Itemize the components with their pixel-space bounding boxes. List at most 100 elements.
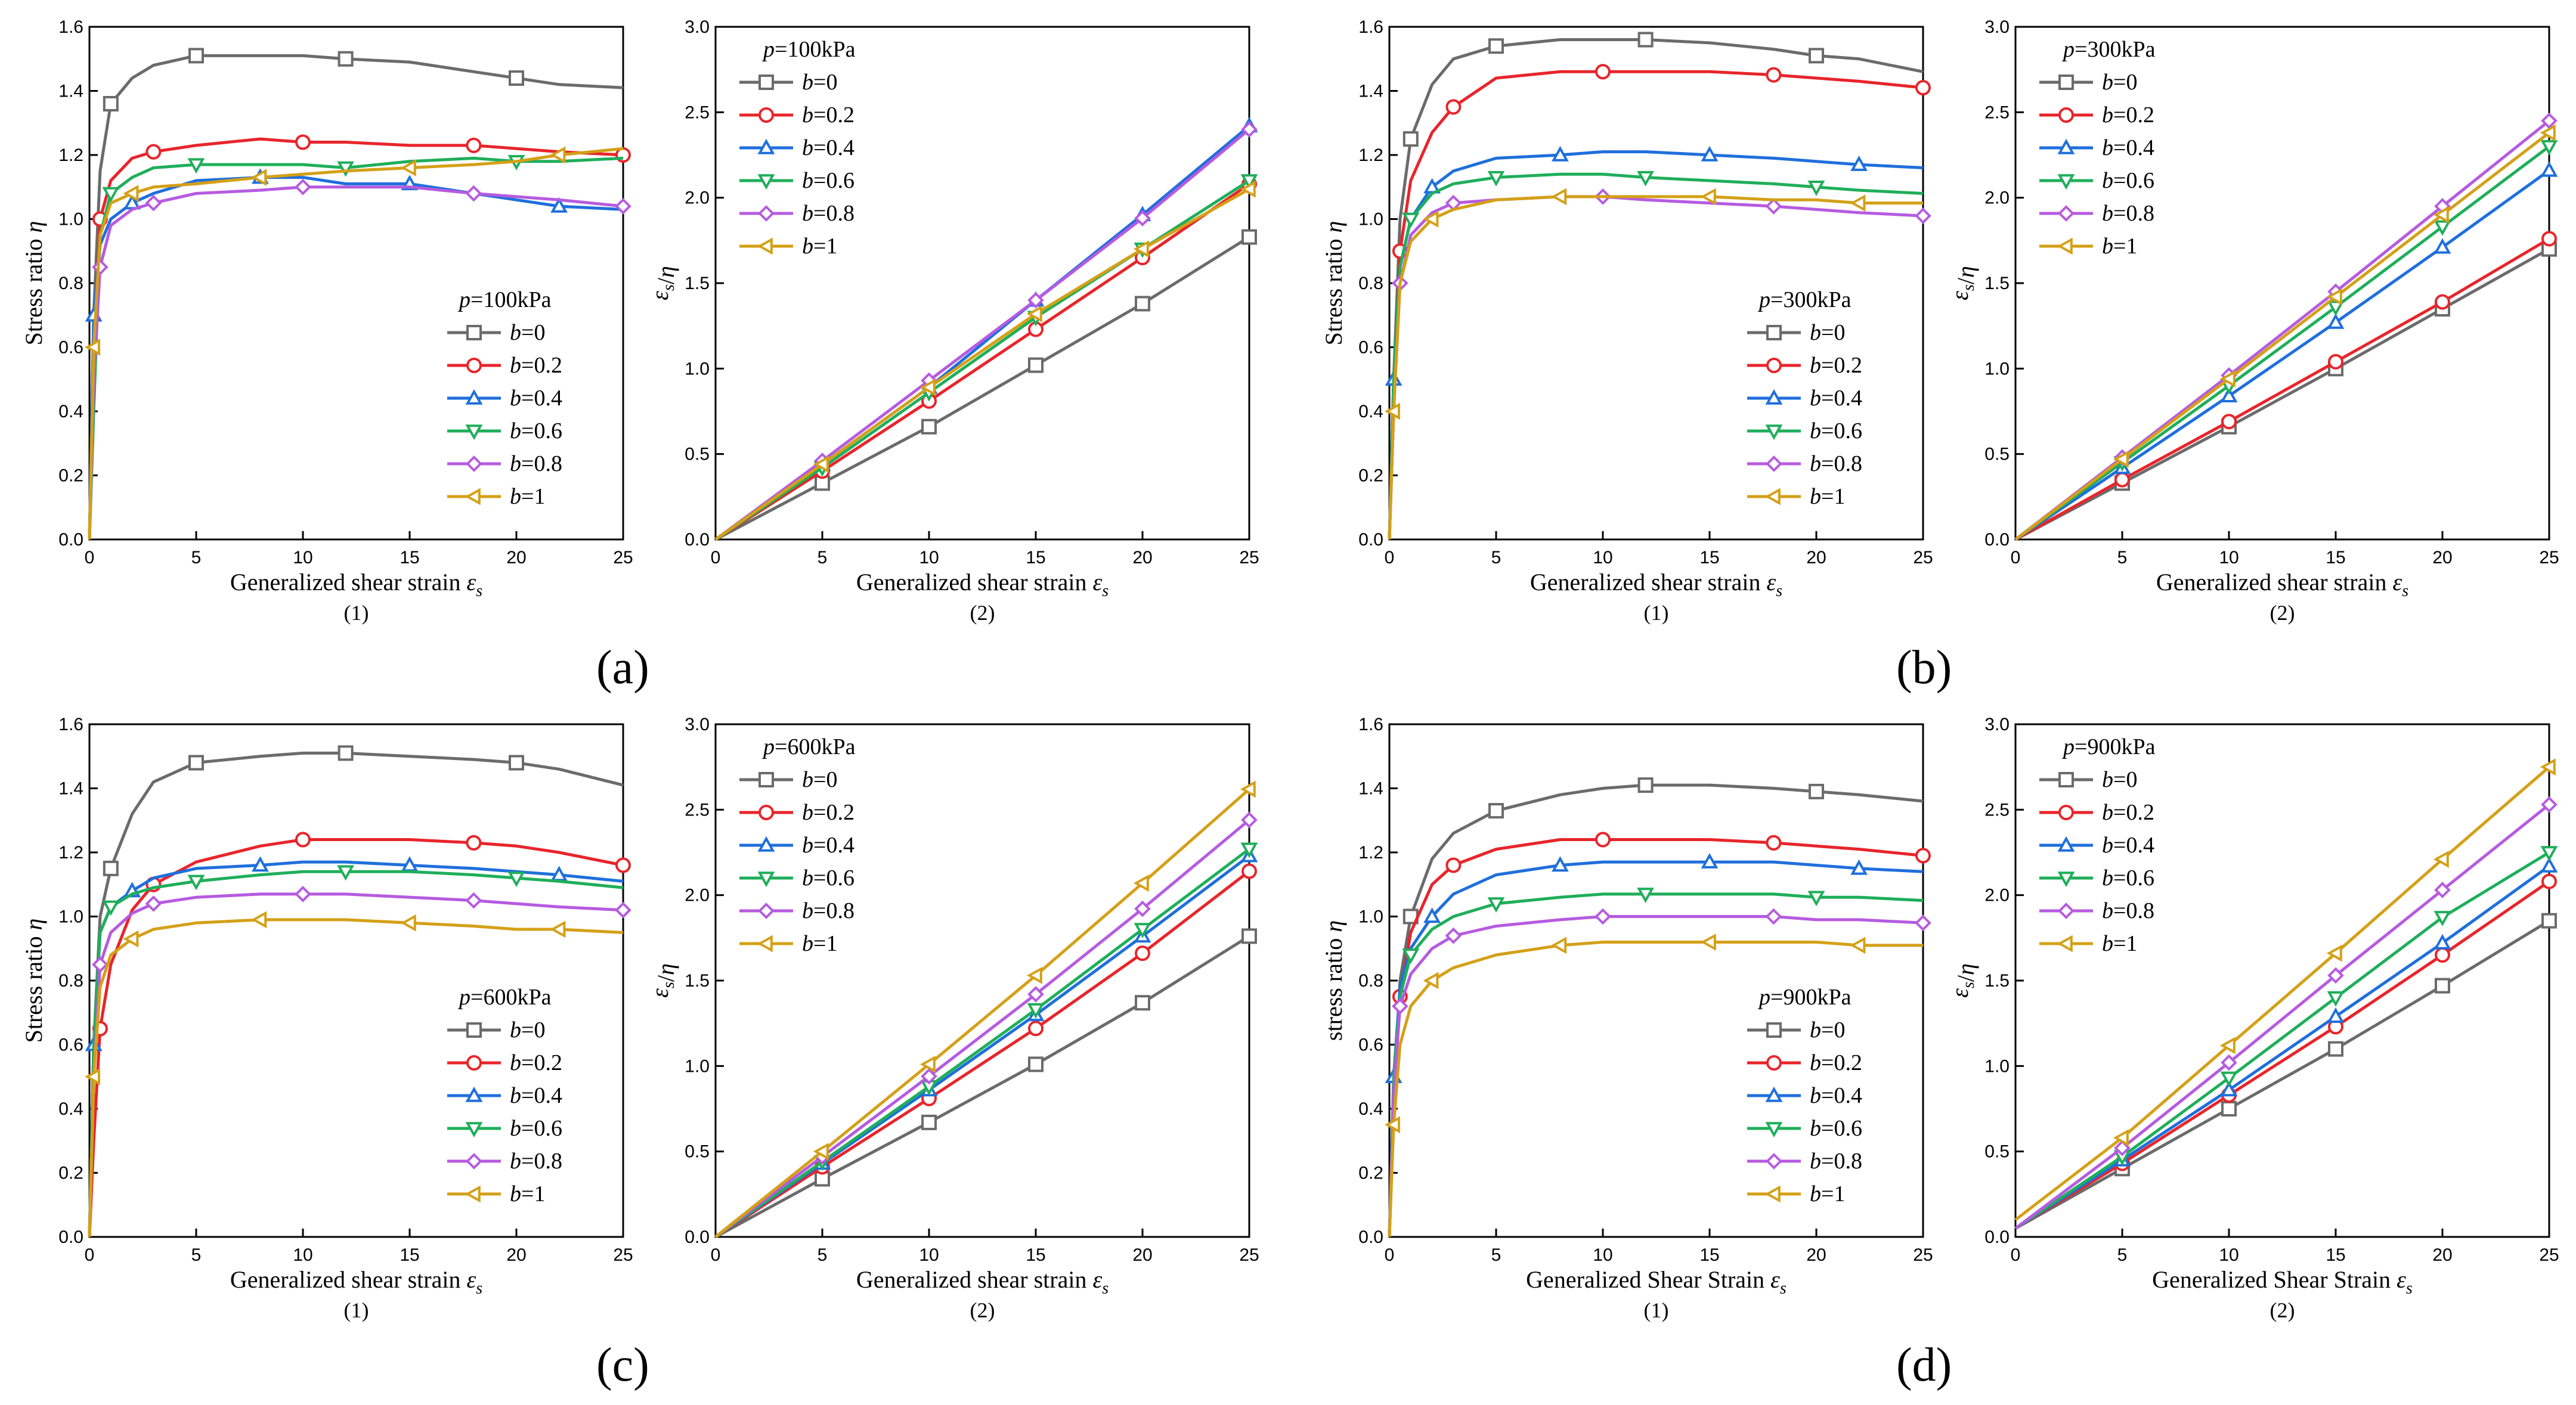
y-axis-label: εs/η (1946, 963, 1979, 998)
y-tick-label: 2.0 (1984, 188, 2010, 208)
y-axis-label: Stress ratio η (20, 919, 47, 1043)
data-point-b=0.8 (2327, 967, 2344, 984)
data-point-b=0.6 (2540, 139, 2558, 156)
x-axis-label: Generalized shear strain εs (2156, 569, 2408, 600)
series-line-b=0 (714, 235, 1250, 541)
data-point-b=0.2 (2221, 414, 2237, 430)
data-point-b=0.4 (1701, 145, 1719, 162)
subplot-label: (1) (344, 601, 369, 625)
y-axis-label: stress ratio η (1320, 920, 1347, 1041)
y-tick-label: 1.0 (685, 359, 710, 379)
y-tick-label: 1.6 (1358, 17, 1383, 37)
x-axis-label: Generalized shear strain εs (230, 569, 482, 600)
data-point-b=1 (400, 914, 416, 932)
panel-letter-c: (c) (596, 1339, 649, 1391)
subplot-label: (1) (344, 1298, 369, 1322)
data-point-b=1 (919, 379, 936, 396)
x-tick-label: 10 (919, 1245, 939, 1265)
series-line-b=1 (714, 788, 1250, 1238)
data-point-b=0 (1241, 928, 1257, 944)
subplot-label: (2) (970, 1298, 995, 1322)
data-point-b=0.2 (1241, 863, 1257, 879)
data-point-b=0.8 (1594, 908, 1611, 925)
data-point-b=1 (1133, 240, 1149, 258)
data-point-b=1 (1423, 972, 1439, 990)
y-axis-label: εs/η (646, 266, 679, 300)
series-line-b=0.2 (2014, 880, 2550, 1230)
legend-title: p=600kPa (457, 985, 552, 1010)
legend-marker (1766, 358, 1782, 373)
data-point-b=0.2 (1915, 80, 1931, 96)
data-point-b=0.4 (2540, 161, 2558, 177)
x-tick-label: 0 (711, 548, 721, 567)
legend-marker (2057, 935, 2073, 953)
legend-marker (2058, 902, 2075, 919)
y-tick-label: 0.2 (1358, 466, 1383, 486)
data-point-b=0.6 (2220, 1071, 2238, 1087)
legend-entry-b=0.8: b=0.8 (510, 451, 562, 476)
legend-marker (1765, 1122, 1783, 1138)
data-point-b=0.2 (2435, 294, 2450, 310)
legend-entry-b=0.2: b=0.2 (510, 353, 562, 378)
data-point-b=0.8 (1765, 908, 1782, 925)
data-point-b=1 (1700, 188, 1716, 206)
series-line-b=0 (714, 935, 1250, 1239)
data-point-b=0.6 (102, 187, 120, 203)
data-point-b=0 (1241, 229, 1257, 245)
y-tick-label: 0.0 (1984, 1227, 2010, 1247)
x-tick-label: 15 (400, 1245, 419, 1265)
data-point-b=0.8 (1445, 927, 1462, 944)
y-tick-label: 1.5 (1984, 971, 2010, 991)
data-point-b=0.6 (1134, 923, 1151, 939)
legend-marker (757, 138, 775, 154)
data-point-b=0 (1135, 296, 1150, 312)
x-tick-label: 0 (1385, 1245, 1395, 1265)
data-point-b=0.4 (1423, 907, 1441, 923)
x-tick-label: 10 (1593, 1245, 1612, 1265)
data-point-b=0.8 (295, 178, 311, 196)
legend-entry-b=0.4: b=0.4 (2102, 833, 2154, 858)
data-point-b=0.6 (507, 871, 525, 888)
x-axis-label: Generalized Shear Strain εs (2152, 1266, 2413, 1298)
x-tick-label: 5 (818, 548, 828, 567)
legend-title: p=900kPa (2061, 734, 2156, 759)
data-point-b=1 (2540, 124, 2556, 142)
data-point-b=0.4 (1850, 859, 1868, 875)
x-tick-label: 20 (2432, 1245, 2452, 1265)
y-tick-label: 0.2 (58, 466, 83, 486)
legend-entry-b=0.2: b=0.2 (802, 103, 854, 128)
legend-marker (758, 902, 775, 919)
series-line-b=0 (1388, 38, 1924, 540)
legend-marker (2058, 772, 2074, 787)
legend-title: p=900kPa (1757, 985, 1852, 1010)
legend-entry-b=1: b=1 (510, 1181, 545, 1206)
data-point-b=0.8 (465, 185, 482, 202)
x-tick-label: 15 (2326, 548, 2345, 567)
x-tick-label: 10 (919, 548, 939, 567)
legend-marker (466, 455, 482, 472)
x-tick-label: 15 (1026, 1245, 1045, 1265)
legend-marker (758, 107, 774, 123)
y-tick-label: 3.0 (685, 17, 710, 37)
y-tick-label: 0.4 (1358, 1099, 1383, 1119)
data-point-b=0.2 (1135, 945, 1150, 962)
data-point-b=0.8 (1241, 811, 1258, 829)
legend-entry-b=1: b=1 (1810, 484, 1845, 509)
x-axis-label: Generalized Shear Strain εs (1526, 1266, 1787, 1298)
x-axis-label: Generalized shear strain εs (856, 1266, 1109, 1298)
data-point-b=0.6 (1637, 888, 1654, 903)
data-point-b=0.4 (1552, 145, 1569, 162)
series-line-b=0.8 (714, 128, 1250, 541)
data-point-b=1 (2326, 944, 2342, 962)
legend-entry-b=0: b=0 (2102, 767, 2137, 792)
data-point-b=0.6 (2540, 846, 2558, 862)
y-tick-label: 2.0 (685, 886, 710, 905)
y-tick-label: 0.0 (685, 530, 710, 550)
data-point-b=1 (813, 455, 829, 473)
series-line-b=0.4 (88, 860, 624, 1237)
series-line-b=0 (1388, 783, 1924, 1237)
data-point-b=0 (1028, 1056, 1044, 1072)
legend-title: p=100kPa (457, 287, 552, 312)
legend-marker (1764, 1185, 1781, 1203)
x-tick-label: 20 (1806, 1245, 1826, 1265)
